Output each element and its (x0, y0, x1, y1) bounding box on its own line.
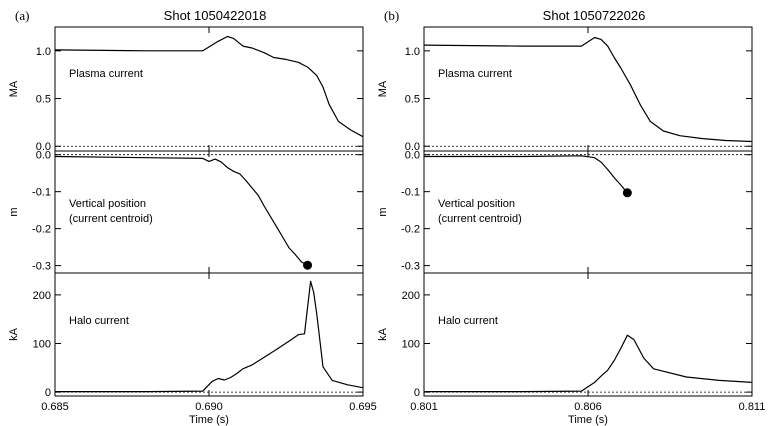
y-tick-label: -0.2 (401, 224, 420, 236)
series-line (55, 280, 363, 393)
subplot-1: 0.0 0.5 1.0 MA Plasma current (377, 26, 753, 153)
y-tick-label: -0.1 (401, 187, 420, 199)
series-line (55, 155, 308, 266)
chart-title: Shot 1050722026 (543, 8, 646, 23)
y-axis-label: MA (8, 80, 20, 97)
series-line (424, 334, 752, 393)
x-tick-label: 0.811 (739, 401, 766, 413)
series-line (424, 155, 628, 194)
y-axis-label: MA (377, 80, 389, 97)
panel-a: (a) Shot 1050422018 0.0 0.5 1.0 MA Plasma curr… (8, 8, 377, 426)
y-axis-label: m (8, 207, 20, 216)
x-axis-label: Time (s) (189, 414, 229, 426)
y-tick-label: 0.0 (405, 150, 420, 162)
y-tick-label: 0.5 (36, 94, 51, 106)
plot-frame (54, 272, 364, 397)
y-tick-label: 1.0 (405, 46, 420, 58)
y-tick-label: -0.1 (32, 187, 51, 199)
plot-frame (54, 150, 364, 274)
series-line (55, 35, 363, 138)
trace-annotation: Halo current (438, 315, 498, 327)
y-tick-label: 0 (45, 387, 51, 399)
y-tick-label: -0.3 (401, 261, 420, 273)
y-tick-label: 100 (402, 338, 420, 350)
x-tick-label: 0.695 (349, 401, 377, 413)
y-tick-label: 200 (402, 290, 420, 302)
trace-annotation: Halo current (69, 315, 129, 327)
y-tick-label: 0.0 (36, 141, 51, 153)
y-tick-label: 200 (33, 290, 51, 302)
trace-annotation: Vertical position (69, 198, 146, 210)
plot-frame (54, 26, 364, 152)
y-tick-label: 0.5 (405, 94, 420, 106)
trace-annotation: Vertical position (438, 198, 515, 210)
endpoint-marker (622, 188, 632, 198)
y-tick-label: 100 (33, 338, 51, 350)
y-axis-label: m (377, 207, 389, 216)
x-tick-label: 0.685 (41, 401, 69, 413)
x-tick-label: 0.801 (410, 401, 438, 413)
y-tick-label: 0.0 (36, 150, 51, 162)
panel-letter: (b) (384, 8, 399, 23)
y-tick-label: -0.2 (32, 224, 51, 236)
y-tick-label: 0 (414, 387, 420, 399)
trace-annotation: (current centroid) (438, 213, 522, 225)
y-axis-label: kA (377, 327, 389, 341)
y-tick-label: -0.3 (32, 261, 51, 273)
series-line (424, 36, 752, 143)
trace-annotation: (current centroid) (69, 213, 153, 225)
plot-frame (423, 272, 753, 397)
y-tick-label: 0.0 (405, 141, 420, 153)
x-tick-label: 0.690 (195, 401, 223, 413)
x-axis-label: Time (s) (568, 414, 608, 426)
subplot-1: 0.0 0.5 1.0 MA Plasma current (8, 26, 364, 153)
plot-frame (423, 150, 753, 274)
trace-annotation: Plasma current (438, 68, 512, 80)
chart-title: Shot 1050422018 (164, 8, 267, 23)
trace-annotation: Plasma current (69, 68, 143, 80)
subplot-3: 0 100 200 kA Halo current (377, 272, 753, 399)
panel-letter: (a) (15, 8, 29, 23)
x-tick-label: 0.806 (574, 401, 602, 413)
panel-b: (b) Shot 1050722026 0.0 0.5 1.0 MA Plasma curr… (377, 8, 765, 426)
subplot-2: -0.3 -0.2 -0.1 0.0 m Vertical position (curren… (377, 150, 753, 274)
subplot-2: -0.3 -0.2 -0.1 0.0 m Vertical position (curren… (8, 150, 364, 274)
y-axis-label: kA (8, 327, 20, 341)
y-tick-label: 1.0 (36, 46, 51, 58)
subplot-3: 0 100 200 kA Halo current (8, 272, 364, 399)
endpoint-marker (303, 260, 313, 270)
